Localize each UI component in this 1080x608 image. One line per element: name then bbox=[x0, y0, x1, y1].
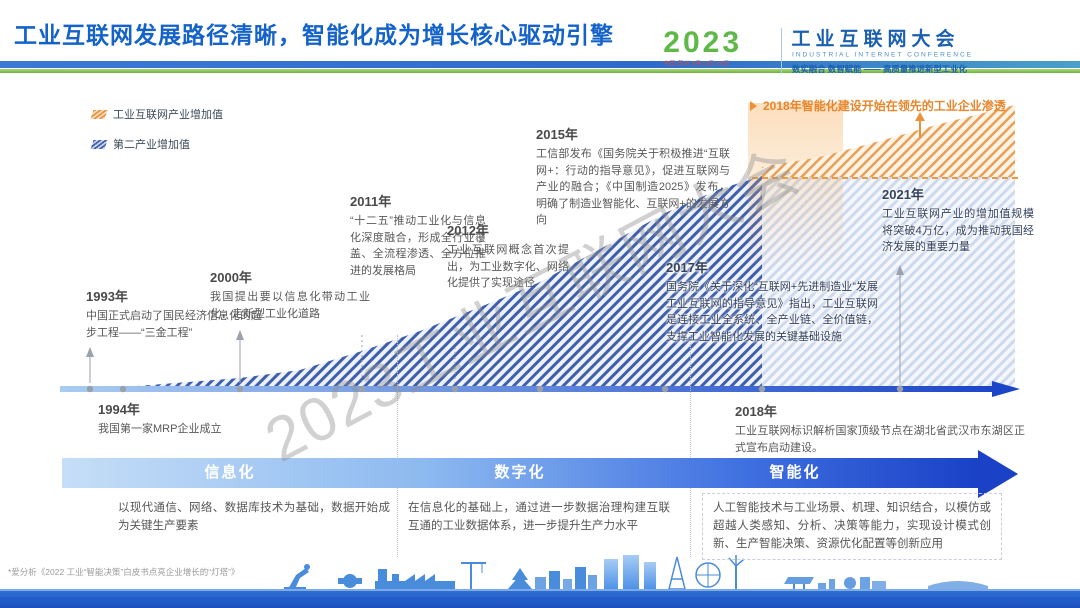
city-skyline-graphic bbox=[0, 555, 1080, 608]
legend-swatch-orange-icon bbox=[90, 109, 108, 119]
milestone-2000: 2000年 我国提出要以信息化带动工业化，走新型工业化道路 bbox=[210, 267, 370, 322]
phase-label-intelligentization: 智能化 bbox=[769, 464, 821, 481]
phase-arrow-head bbox=[978, 450, 1018, 498]
milestone-text: 工业互联网概念首次提出，为工业数字化、网络化提供了实现途径 bbox=[447, 244, 569, 289]
timeline-arrowhead bbox=[992, 381, 1020, 397]
logo-year: 2023 bbox=[663, 26, 743, 59]
milestone-2011: 2011年 “十二五”推动工业化与信息化深度融合，形成全行业覆盖、全流程渗透、全… bbox=[350, 191, 486, 279]
logo-right: 工业互联网大会 INDUSTRIAL INTERNET CONFERENCE 数… bbox=[792, 24, 1066, 77]
area-secondary-industry bbox=[123, 176, 762, 388]
conference-logo: 2023 中国·苏州 8月14日-19日 工业互联网大会 INDUSTRIAL … bbox=[663, 24, 1066, 77]
area-industrial-internet bbox=[762, 105, 1015, 177]
milestone-year: 2018年 bbox=[735, 404, 777, 419]
milestone-year: 2015年 bbox=[536, 127, 578, 142]
milestone-2012: 2012年 工业互联网概念首次提出，为工业数字化、网络化提供了实现途径 bbox=[447, 220, 569, 292]
milestone-text: “十二五”推动工业化与信息化深度融合，形成全行业覆盖、全流程渗透、全方位推进的发… bbox=[350, 215, 486, 277]
milestone-2021: 2021年 工业互联网产业的增加值规模将突破4万亿，成为推动我国经济发展的重要力… bbox=[882, 184, 1034, 256]
up-arrow-icon bbox=[915, 112, 925, 138]
timeline-axis bbox=[60, 386, 992, 392]
phase-separator bbox=[690, 335, 691, 557]
chart-legend: 工业互联网产业增加值 第二产业增加值 bbox=[90, 106, 223, 166]
legend-label: 第二产业增加值 bbox=[113, 139, 190, 151]
legend-swatch-blue-icon bbox=[90, 139, 108, 149]
skyline-shore-line bbox=[0, 589, 1080, 591]
milestone-1993: 1993年 中国正式启动了国民经济信息化的起步工程——“三金工程” bbox=[86, 286, 262, 341]
header-rule-blue bbox=[0, 61, 1080, 68]
phase-desc-informatization: 以现代通信、网络、数据库技术为基础，数据开始成为关键生产要素 bbox=[118, 502, 390, 532]
milestone-year: 2021年 bbox=[882, 187, 924, 202]
logo-slogan: 数实融合 数智赋能 —— 高质量推进新型工业化 bbox=[791, 65, 967, 75]
legend-item: 工业互联网产业增加值 bbox=[90, 106, 223, 122]
header-rule-green bbox=[0, 69, 1080, 73]
logo-divider bbox=[780, 27, 782, 74]
milestone-2018: 2018年 工业互联网标识解析国家顶级节点在湖北省武汉市东湖区正式宣布启动建设。 bbox=[735, 401, 1025, 456]
skyline-buildings bbox=[284, 555, 988, 590]
milestone-2017: 2017年 国务院《关于深化“互联网+先进制造业”发展工业互联网的指导意见》指出… bbox=[666, 257, 878, 345]
milestone-text: 工业互联网产业的增加值规模将突破4万亿，成为推动我国经济发展的重要力量 bbox=[882, 208, 1034, 253]
phase-arrow-bar bbox=[62, 458, 978, 488]
timeline-connectors bbox=[86, 265, 904, 383]
logo-left: 2023 中国·苏州 8月14日-19日 bbox=[663, 28, 770, 73]
callout-2018: 2018年智能化建设开始在领先的工业企业渗透 bbox=[750, 97, 1006, 114]
milestone-year: 2000年 bbox=[210, 270, 252, 285]
logo-name: 工业互联网大会 bbox=[791, 29, 960, 50]
phase-desc-digitalization: 在信息化的基础上，通过进一步数据治理构建互联互通的工业数据体系，进一步提升生产力… bbox=[408, 502, 670, 532]
timeline-area-chart bbox=[60, 103, 1020, 397]
milestone-text: 工业互联网标识解析国家顶级节点在湖北省武汉市东湖区正式宣布启动建设。 bbox=[735, 425, 1025, 454]
milestone-2015: 2015年 工信部发布《国务院关于积极推进“互联网+：行动的指导意见》，促进互联… bbox=[536, 124, 730, 229]
logo-name-en: INDUSTRIAL INTERNET CONFERENCE bbox=[791, 51, 973, 59]
timeline-year-dots bbox=[86, 385, 904, 393]
phase-desc-intelligentization: 人工智能技术与工业场景、机理、知识结合，以模仿或超越人类感知、分析、决策等能力，… bbox=[702, 493, 1002, 561]
milestone-1994: 1994年 我国第一家MRP企业成立 bbox=[98, 399, 328, 438]
milestone-text: 工信部发布《国务院关于积极推进“互联网+：行动的指导意见》，促进互联网与产业的融… bbox=[536, 148, 730, 226]
milestone-year: 1993年 bbox=[86, 289, 128, 304]
page-title: 工业互联网发展路径清晰，智能化成为增长核心驱动引擎 bbox=[14, 22, 614, 48]
legend-item: 第二产业增加值 bbox=[90, 136, 223, 152]
milestone-text: 国务院《关于深化“互联网+先进制造业”发展工业互联网的指导意见》指出，工业互联网… bbox=[666, 281, 878, 343]
milestone-year: 1994年 bbox=[98, 402, 140, 417]
logo-venue: 中国·苏州 8月14日-19日 bbox=[663, 60, 730, 68]
callout-text: 2018年智能化建设开始在领先的工业企业渗透 bbox=[763, 99, 1006, 113]
milestone-year: 2011年 bbox=[350, 194, 392, 209]
highlight-2018-band bbox=[748, 103, 843, 273]
milestone-text: 我国提出要以信息化带动工业化，走新型工业化道路 bbox=[210, 291, 370, 320]
skyline-water-shade bbox=[0, 597, 1080, 601]
arrow-right-icon bbox=[750, 100, 757, 111]
phase-label-digitalization: 数字化 bbox=[494, 464, 546, 481]
milestone-year: 2017年 bbox=[666, 260, 708, 275]
source-footnote: *爱分析《2022 工业“智能决策”白皮书点亮企业增长的“灯塔”》 bbox=[8, 568, 240, 578]
phase-label-informatization: 信息化 bbox=[204, 464, 256, 481]
phase-separator bbox=[397, 335, 398, 557]
milestone-text: 中国正式启动了国民经济信息化的起步工程——“三金工程” bbox=[86, 310, 262, 339]
milestone-year: 2012年 bbox=[447, 223, 489, 238]
milestone-text: 我国第一家MRP企业成立 bbox=[98, 423, 222, 435]
legend-label: 工业互联网产业增加值 bbox=[113, 109, 223, 121]
